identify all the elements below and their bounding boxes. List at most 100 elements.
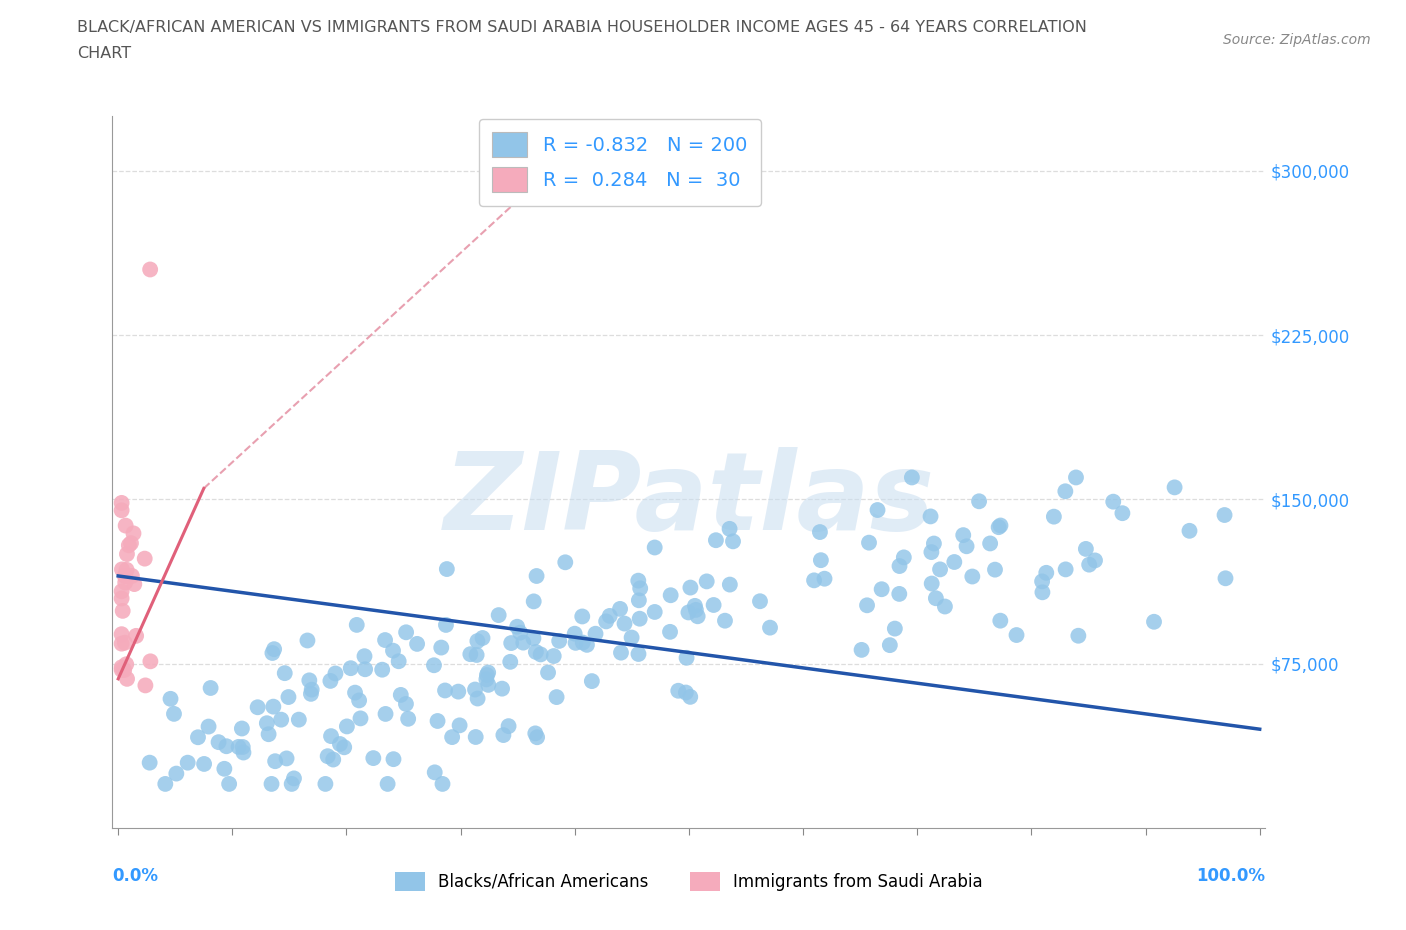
Point	[374, 707, 396, 722]
Point	[115, 671, 138, 686]
Point	[901, 470, 924, 485]
Point	[395, 625, 418, 640]
Point	[501, 635, 523, 650]
Point	[628, 611, 651, 626]
Point	[620, 631, 643, 645]
Point	[696, 574, 718, 589]
Point	[264, 754, 287, 769]
Point	[344, 685, 367, 700]
Point	[467, 691, 489, 706]
Point	[232, 739, 254, 754]
Point	[363, 751, 385, 765]
Text: ZIPatlas: ZIPatlas	[443, 447, 935, 553]
Point	[1178, 524, 1201, 538]
Point	[283, 771, 305, 786]
Point	[666, 684, 689, 698]
Point	[406, 636, 429, 651]
Point	[1078, 557, 1101, 572]
Point	[430, 640, 453, 655]
Point	[336, 719, 359, 734]
Point	[1213, 508, 1236, 523]
Point	[274, 666, 297, 681]
Point	[883, 621, 905, 636]
Point	[678, 605, 700, 620]
Point	[679, 689, 702, 704]
Point	[934, 599, 956, 614]
Point	[110, 591, 132, 605]
Point	[277, 690, 299, 705]
Point	[893, 550, 915, 565]
Point	[925, 591, 948, 605]
Point	[1064, 470, 1087, 485]
Point	[920, 545, 942, 560]
Point	[929, 562, 952, 577]
Point	[627, 646, 650, 661]
Point	[232, 745, 254, 760]
Point	[984, 563, 1007, 578]
Point	[879, 638, 901, 653]
Point	[197, 719, 219, 734]
Text: CHART: CHART	[77, 46, 131, 61]
Point	[627, 573, 650, 588]
Point	[423, 764, 446, 779]
Point	[1054, 562, 1077, 577]
Point	[581, 673, 603, 688]
Point	[118, 538, 141, 552]
Point	[1074, 541, 1097, 556]
Point	[346, 618, 368, 632]
Point	[441, 730, 464, 745]
Point	[524, 644, 547, 659]
Point	[163, 707, 186, 722]
Point	[256, 716, 278, 731]
Text: 100.0%: 100.0%	[1197, 867, 1265, 884]
Point	[139, 654, 162, 669]
Point	[1102, 494, 1125, 509]
Point	[349, 711, 371, 725]
Point	[382, 751, 405, 766]
Point	[808, 525, 831, 539]
Point	[426, 713, 449, 728]
Point	[114, 568, 136, 583]
Point	[187, 730, 209, 745]
Point	[193, 756, 215, 771]
Point	[475, 671, 498, 686]
Point	[215, 738, 238, 753]
Point	[471, 631, 494, 645]
Point	[1163, 480, 1185, 495]
Point	[467, 633, 489, 648]
Point	[943, 554, 966, 569]
Point	[810, 552, 832, 567]
Point	[571, 609, 593, 624]
Point	[395, 697, 418, 711]
Point	[749, 593, 772, 608]
Point	[1215, 571, 1237, 586]
Point	[675, 685, 697, 700]
Point	[492, 727, 515, 742]
Point	[1005, 628, 1028, 643]
Point	[477, 665, 499, 680]
Point	[554, 555, 576, 570]
Point	[526, 568, 548, 583]
Point	[246, 699, 269, 714]
Point	[371, 662, 394, 677]
Point	[718, 522, 741, 537]
Point	[262, 699, 284, 714]
Point	[987, 520, 1010, 535]
Point	[280, 777, 302, 791]
Point	[325, 666, 347, 681]
Point	[1143, 615, 1166, 630]
Point	[110, 659, 132, 674]
Point	[685, 603, 707, 618]
Point	[114, 518, 136, 533]
Point	[114, 635, 136, 650]
Point	[1031, 574, 1053, 589]
Point	[858, 535, 880, 550]
Point	[314, 777, 336, 791]
Point	[228, 739, 250, 754]
Point	[125, 629, 148, 644]
Point	[465, 647, 488, 662]
Point	[512, 635, 534, 650]
Point	[921, 576, 943, 591]
Point	[114, 575, 136, 590]
Point	[449, 718, 471, 733]
